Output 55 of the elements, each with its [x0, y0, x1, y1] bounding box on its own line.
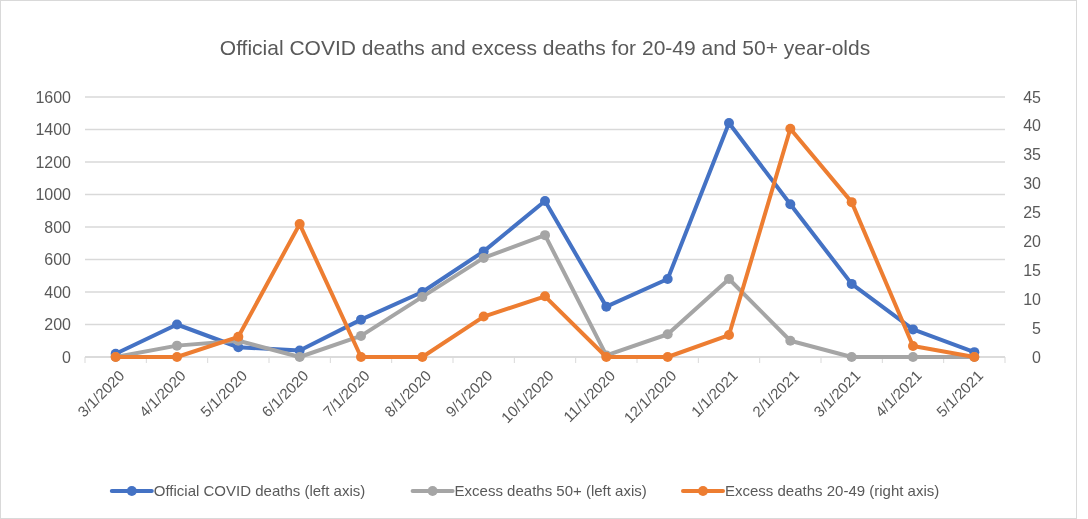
point: [540, 230, 550, 241]
y2-tick-label: 15: [1023, 261, 1042, 279]
point: [356, 314, 366, 325]
point: [846, 278, 857, 289]
point: [356, 330, 366, 341]
point: [724, 330, 734, 341]
point: [478, 311, 489, 322]
point: [662, 274, 673, 284]
point: [785, 335, 796, 346]
y-tick-label: 200: [44, 316, 72, 334]
point: [172, 340, 182, 351]
point: [294, 219, 305, 230]
y2-tick-label: 30: [1023, 175, 1042, 193]
point: [908, 341, 918, 352]
point: [846, 352, 857, 362]
point: [172, 319, 182, 330]
y2-tick-label: 10: [1023, 290, 1042, 308]
point: [724, 274, 734, 284]
point: [540, 196, 550, 206]
point: [540, 291, 550, 302]
point: [478, 252, 489, 263]
point: [724, 118, 734, 128]
y-tick-label: 0: [62, 348, 72, 366]
point: [662, 329, 673, 340]
y-tick-label: 800: [44, 218, 72, 236]
point: [662, 352, 673, 362]
point: [417, 352, 428, 362]
point: [908, 352, 918, 362]
point: [233, 331, 244, 342]
y2-tick-label: 40: [1023, 117, 1042, 135]
legend-label: Excess deaths 20-49 (right axis): [725, 482, 940, 500]
legend-label: Official COVID deaths (left axis): [153, 482, 366, 500]
point: [785, 199, 796, 210]
y-tick-label: 400: [44, 283, 72, 301]
y2-tick-label: 35: [1023, 146, 1042, 164]
y-tick-label: 1600: [35, 88, 72, 106]
y-tick-label: 1200: [35, 153, 72, 171]
legend-label: Excess deaths 50+ (left axis): [454, 482, 647, 500]
y2-tick-label: 20: [1023, 233, 1042, 251]
y2-tick-label: 45: [1023, 88, 1042, 106]
point: [294, 352, 305, 362]
point: [846, 197, 857, 208]
point: [908, 324, 918, 335]
point: [417, 291, 428, 302]
chart-title: Official COVID deaths and excess deaths for 20-49 and 50+ year-olds: [219, 36, 871, 59]
y2-tick-label: 5: [1032, 319, 1042, 337]
y-tick-label: 1000: [35, 186, 72, 204]
y2-tick-label: 0: [1032, 348, 1042, 366]
y2-tick-label: 25: [1023, 204, 1042, 222]
point: [356, 352, 366, 362]
point: [601, 301, 612, 312]
point: [172, 352, 182, 362]
y-tick-label: 600: [44, 251, 72, 269]
point: [785, 123, 796, 134]
y-tick-label: 1400: [35, 121, 72, 139]
